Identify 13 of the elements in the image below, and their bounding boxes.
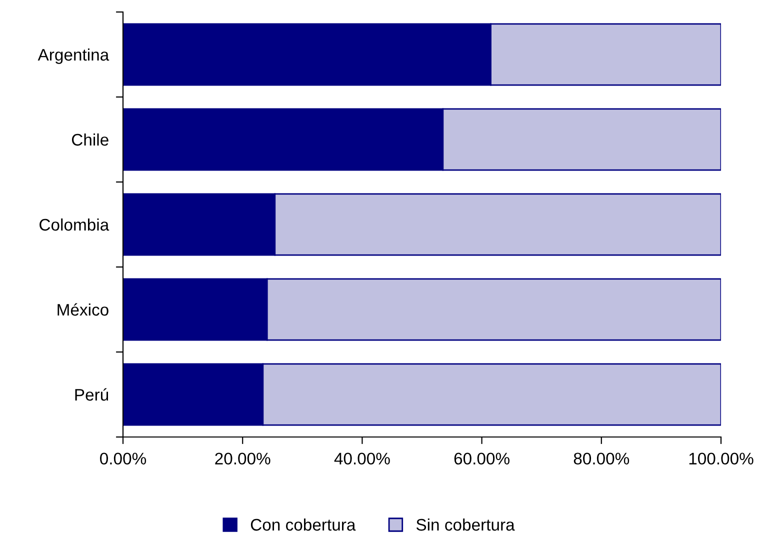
x-tick-label: 100.00% <box>689 452 754 465</box>
x-tick-label: 40.00% <box>334 452 390 465</box>
y-tick-label: Argentina <box>38 48 110 64</box>
legend-label: Sin cobertura <box>416 518 515 531</box>
x-tick-label: 60.00% <box>454 452 510 465</box>
y-tick-label: Chile <box>72 133 108 146</box>
x-tick-label: 20.00% <box>215 452 270 465</box>
y-tick-label: Perú <box>75 388 108 401</box>
y-tick-label: Colombia <box>40 218 110 231</box>
x-tick-label: 0.00% <box>100 452 146 465</box>
x-tick-label: 80.00% <box>574 452 630 465</box>
y-tick-label: México <box>58 303 108 316</box>
legend-label: Con cobertura <box>250 518 356 531</box>
